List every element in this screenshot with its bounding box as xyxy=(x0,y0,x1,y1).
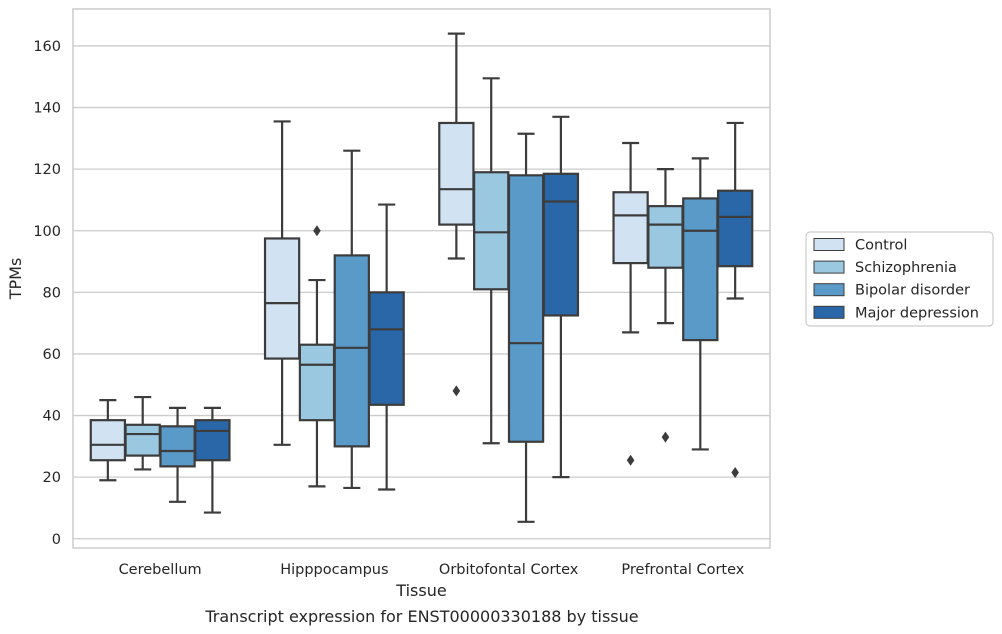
box-body xyxy=(438,121,475,226)
box-schizophrenia xyxy=(647,168,684,443)
box-bipolar-disorder xyxy=(682,157,719,451)
y-tick-label: 160 xyxy=(33,39,61,55)
legend-label: Major depression xyxy=(855,305,979,321)
chart-caption: Transcript expression for ENST0000033018… xyxy=(204,607,638,626)
outlier-point xyxy=(661,431,670,443)
box-schizophrenia xyxy=(473,77,510,445)
y-tick-label: 20 xyxy=(43,470,61,486)
legend-frame xyxy=(805,231,994,327)
legend-label: Control xyxy=(855,238,907,254)
box-bipolar-disorder xyxy=(507,132,545,523)
box-control xyxy=(438,32,475,397)
x-tick-label: Prefrontal Cortex xyxy=(621,562,744,578)
legend-label: Bipolar disorder xyxy=(855,283,970,299)
outlier-point xyxy=(626,454,635,466)
legend-label: Schizophrenia xyxy=(855,260,957,276)
box-control xyxy=(89,399,127,482)
legend-item: Major depression xyxy=(813,305,979,321)
box-schizophrenia xyxy=(298,225,336,488)
box-body xyxy=(716,189,754,268)
box-control xyxy=(263,120,301,446)
box-control xyxy=(612,141,649,466)
legend-item: Schizophrenia xyxy=(813,260,957,276)
box-body xyxy=(612,191,649,265)
box-body xyxy=(647,205,684,269)
box-major-depression xyxy=(542,115,580,479)
x-axis-label: Tissue xyxy=(395,581,446,600)
legend-item: Bipolar disorder xyxy=(813,283,970,299)
box-major-depression xyxy=(716,121,754,479)
y-gridlines xyxy=(73,45,770,540)
box-major-depression xyxy=(194,406,231,514)
box-body xyxy=(298,343,336,422)
box-body xyxy=(89,419,127,462)
box-body xyxy=(507,174,545,443)
y-tick-label: 60 xyxy=(43,347,61,363)
x-tick-label: Cerebellum xyxy=(119,562,202,578)
y-tick-label: 100 xyxy=(33,224,61,240)
box-body xyxy=(159,425,196,468)
plot-frame xyxy=(72,8,771,549)
x-axis-ticks: Cerebellum Hipppocampus Orbitofontal Corte… xyxy=(119,562,745,578)
box-bipolar-disorder xyxy=(159,406,196,503)
legend-swatch xyxy=(813,238,845,251)
box-body xyxy=(542,172,580,317)
box-schizophrenia xyxy=(124,395,161,471)
outlier-point xyxy=(731,467,739,479)
legend-item: Control xyxy=(813,238,907,254)
x-tick-label: Orbitofontal Cortex xyxy=(439,562,579,578)
box-body xyxy=(368,291,405,406)
box-body xyxy=(194,419,231,462)
box-body xyxy=(124,423,161,457)
box-body xyxy=(333,254,370,448)
legend-swatch xyxy=(813,305,845,319)
y-axis-ticks: 0 20 40 60 80 100 120 140 160 xyxy=(33,39,61,548)
y-tick-label: 120 xyxy=(33,162,61,178)
y-tick-label: 0 xyxy=(52,532,61,548)
y-tick-label: 80 xyxy=(43,285,61,301)
box-body xyxy=(473,171,510,291)
outlier-point xyxy=(313,225,321,237)
x-tick-label: Hipppocampus xyxy=(280,562,388,578)
y-tick-label: 140 xyxy=(33,101,61,117)
y-tick-label: 40 xyxy=(43,409,61,425)
y-axis-label: TPMs xyxy=(6,258,25,301)
box-body xyxy=(263,237,301,360)
box-bipolar-disorder xyxy=(333,149,370,490)
outlier-point xyxy=(452,385,461,397)
legend-swatch xyxy=(813,260,845,274)
plot-boxes xyxy=(89,32,754,523)
box-body xyxy=(682,197,719,342)
legend-swatch xyxy=(813,283,845,297)
legend: Control Schizophrenia Bipolar disorder Majo… xyxy=(805,231,994,327)
box-major-depression xyxy=(368,203,405,491)
